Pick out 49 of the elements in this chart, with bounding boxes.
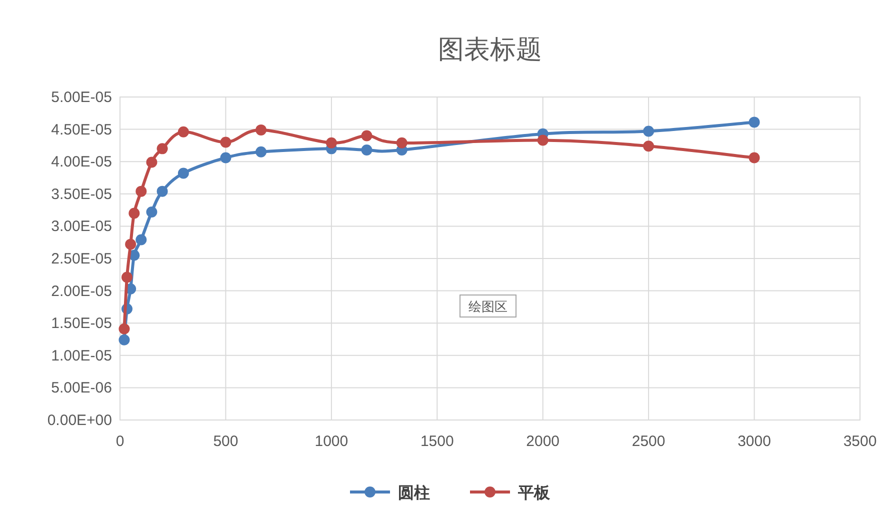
point	[748, 152, 760, 164]
point	[178, 168, 189, 179]
x-tick-label: 2500	[632, 433, 666, 450]
point	[178, 126, 189, 138]
y-tick-label: 5.00E-06	[51, 380, 112, 397]
x-tick-label: 500	[213, 433, 238, 450]
point	[156, 186, 168, 197]
y-tick-label: 1.50E-05	[51, 315, 112, 332]
y-tick-label: 2.50E-05	[51, 250, 112, 268]
point	[326, 137, 337, 148]
point	[118, 323, 130, 334]
y-tick-label: 1.00E-05	[51, 347, 112, 364]
x-tick-label: 1500	[420, 433, 454, 450]
point	[256, 124, 267, 136]
point	[136, 186, 147, 197]
point	[537, 134, 548, 146]
y-tick-label: 5.00E-05	[51, 89, 112, 106]
point	[220, 152, 232, 164]
point	[396, 137, 408, 148]
point	[220, 136, 232, 148]
point	[146, 206, 158, 218]
point	[361, 130, 372, 142]
y-tick-label: 4.50E-05	[51, 121, 112, 138]
x-tick-label: 1000	[314, 433, 348, 450]
point	[128, 208, 140, 219]
x-tick-label: 3500	[843, 433, 877, 450]
annotation: 绘图区	[468, 299, 508, 314]
point	[146, 156, 158, 168]
point	[256, 146, 267, 158]
point	[643, 126, 654, 137]
legend-label: 圆柱	[398, 484, 430, 502]
point	[125, 238, 136, 250]
point	[643, 140, 654, 152]
point	[121, 272, 132, 283]
point	[361, 144, 372, 156]
y-tick-label: 4.00E-05	[51, 154, 112, 171]
y-tick-label: 3.00E-05	[51, 218, 112, 236]
point	[136, 234, 147, 246]
point	[156, 143, 168, 154]
y-tick-label: 2.00E-05	[51, 282, 112, 300]
legend-label: 平板	[517, 484, 551, 502]
point	[748, 116, 760, 128]
x-tick-label: 0	[116, 433, 124, 450]
y-tick-label: 3.50E-05	[51, 186, 112, 203]
y-tick-label: 0.00E+00	[47, 412, 112, 429]
point	[118, 334, 130, 346]
chart-title: 图表标题	[438, 34, 542, 64]
x-tick-label: 3000	[738, 433, 771, 450]
x-tick-label: 2000	[526, 433, 560, 450]
